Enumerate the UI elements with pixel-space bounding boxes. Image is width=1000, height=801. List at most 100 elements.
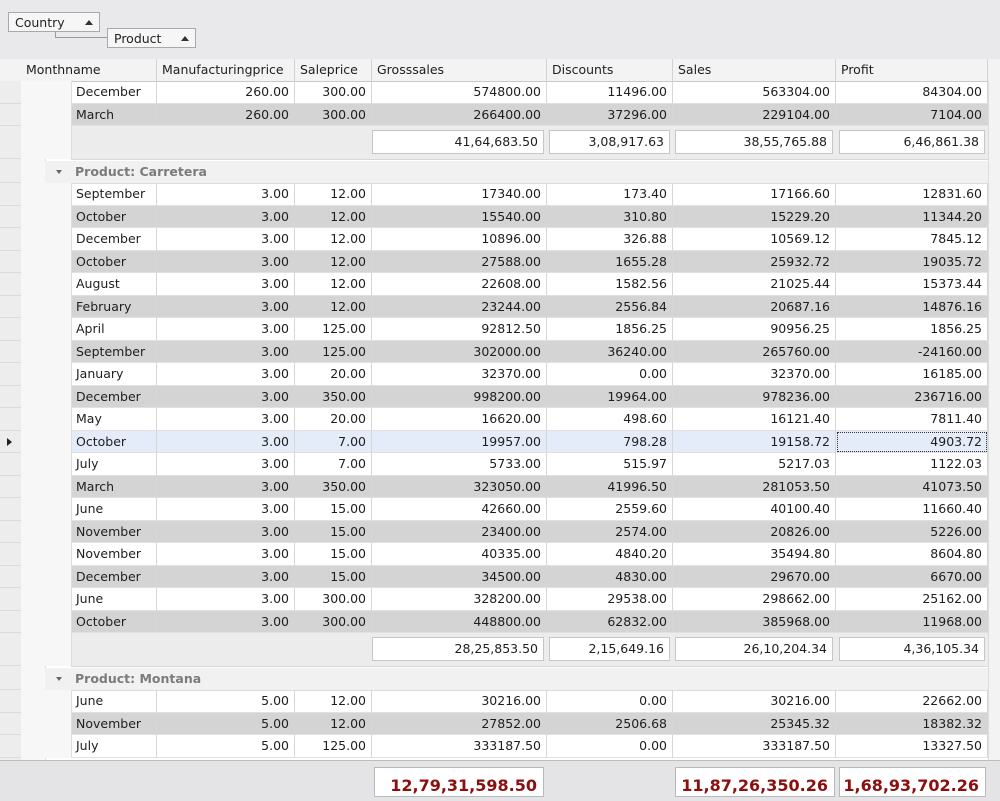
cell-monthname[interactable]: October [71,250,157,273]
cell-manufacturingprice[interactable]: 3.00 [157,565,295,588]
cell-sales[interactable]: 563304.00 [673,81,836,104]
row-indicator-cell[interactable] [0,611,21,633]
cell-grosssales[interactable]: 574800.00 [372,81,547,104]
cell-profit[interactable]: 41073.50 [836,475,988,498]
cell-sales[interactable]: 20826.00 [673,520,836,543]
row-indicator-cell[interactable] [0,690,21,713]
cell-grosssales[interactable]: 328200.00 [372,588,547,611]
cell-manufacturingprice[interactable]: 3.00 [157,228,295,251]
cell-profit[interactable]: 11968.00 [836,610,988,633]
cell-saleprice[interactable]: 15.00 [295,498,372,521]
table-row[interactable]: September 3.00 12.00 17340.00 173.40 17166.60… [71,183,988,206]
cell-sales[interactable]: 15229.20 [673,205,836,228]
cell-monthname[interactable]: May [71,408,157,431]
cell-discounts[interactable]: 2574.00 [547,520,673,543]
cell-manufacturingprice[interactable]: 3.00 [157,183,295,206]
cell-profit[interactable]: 236716.00 [836,385,988,408]
row-indicator-cell[interactable] [0,206,21,228]
cell-profit[interactable]: 1856.25 [836,318,988,341]
row-indicator-cell[interactable] [0,273,21,296]
cell-discounts[interactable]: 498.60 [547,408,673,431]
cell-grosssales[interactable]: 23244.00 [372,295,547,318]
cell-manufacturingprice[interactable]: 3.00 [157,475,295,498]
table-row[interactable]: October 3.00 300.00 448800.00 62832.00 385968… [71,610,988,633]
cell-saleprice[interactable]: 15.00 [295,543,372,566]
table-row[interactable]: November 3.00 15.00 40335.00 4840.20 35494.80… [71,543,988,566]
cell-manufacturingprice[interactable]: 3.00 [157,273,295,296]
cell-saleprice[interactable]: 12.00 [295,250,372,273]
cell-profit[interactable]: 7811.40 [836,408,988,431]
cell-discounts[interactable]: 2506.68 [547,712,673,735]
table-row[interactable]: August 3.00 12.00 22608.00 1582.56 21025.44 15… [71,273,988,296]
cell-discounts[interactable]: 37296.00 [547,103,673,126]
cell-profit[interactable]: 4903.72 [836,430,988,453]
cell-manufacturingprice[interactable]: 3.00 [157,295,295,318]
cell-sales[interactable]: 90956.25 [673,318,836,341]
table-row[interactable]: January 3.00 20.00 32370.00 0.00 32370.00 1618… [71,363,988,386]
cell-grosssales[interactable]: 27588.00 [372,250,547,273]
cell-monthname[interactable]: June [71,498,157,521]
cell-grosssales[interactable]: 92812.50 [372,318,547,341]
cell-profit[interactable]: 25162.00 [836,588,988,611]
cell-saleprice[interactable]: 300.00 [295,103,372,126]
row-indicator-cell[interactable] [0,566,21,588]
table-row[interactable]: March 260.00 300.00 266400.00 37296.00 229104… [71,103,988,126]
cell-discounts[interactable]: 62832.00 [547,610,673,633]
cell-saleprice[interactable]: 125.00 [295,735,372,758]
cell-monthname[interactable]: September [71,340,157,363]
cell-saleprice[interactable]: 15.00 [295,520,372,543]
column-header-saleprice[interactable]: Saleprice [295,59,372,81]
cell-sales[interactable]: 333187.50 [673,735,836,758]
cell-saleprice[interactable]: 125.00 [295,318,372,341]
row-indicator-cell[interactable] [0,126,21,159]
cell-saleprice[interactable]: 12.00 [295,295,372,318]
cell-discounts[interactable]: 0.00 [547,735,673,758]
cell-discounts[interactable]: 19964.00 [547,385,673,408]
cell-grosssales[interactable]: 23400.00 [372,520,547,543]
table-row[interactable]: June 5.00 12.00 30216.00 0.00 30216.00 22662.0… [71,690,988,713]
cell-profit[interactable]: 19035.72 [836,250,988,273]
row-indicator-cell[interactable] [0,713,21,735]
cell-saleprice[interactable]: 7.00 [295,430,372,453]
cell-manufacturingprice[interactable]: 260.00 [157,81,295,104]
table-row[interactable]: December 3.00 12.00 10896.00 326.88 10569.12 7… [71,228,988,251]
cell-manufacturingprice[interactable]: 3.00 [157,610,295,633]
collapse-arrow-icon[interactable] [56,170,62,174]
table-row[interactable]: February 3.00 12.00 23244.00 2556.84 20687.16… [71,295,988,318]
cell-grosssales[interactable]: 15540.00 [372,205,547,228]
cell-sales[interactable]: 385968.00 [673,610,836,633]
table-row[interactable]: June 3.00 300.00 328200.00 29538.00 298662.00… [71,588,988,611]
row-indicator-cell[interactable] [0,588,21,611]
table-row[interactable]: November 3.00 15.00 23400.00 2574.00 20826.00… [71,520,988,543]
column-header-grosssales[interactable]: Grosssales [372,59,547,81]
cell-monthname[interactable]: July [71,735,157,758]
cell-saleprice[interactable]: 300.00 [295,588,372,611]
cell-discounts[interactable]: 11496.00 [547,81,673,104]
table-row[interactable]: June 3.00 15.00 42660.00 2559.60 40100.40 1166… [71,498,988,521]
cell-monthname[interactable]: November [71,712,157,735]
table-row[interactable]: December 3.00 350.00 998200.00 19964.00 97823… [71,385,988,408]
row-indicator-cell[interactable] [0,668,21,690]
cell-manufacturingprice[interactable]: 3.00 [157,408,295,431]
cell-sales[interactable]: 32370.00 [673,363,836,386]
row-indicator-cell[interactable] [0,633,21,666]
row-indicator-cell[interactable] [0,341,21,363]
cell-sales[interactable]: 17166.60 [673,183,836,206]
group-by-panel[interactable]: Country Product [0,0,1000,59]
column-header-profit[interactable]: Profit [836,59,988,81]
row-indicator-cell[interactable] [0,498,21,521]
table-row[interactable]: May 3.00 20.00 16620.00 498.60 16121.40 7811.4… [71,408,988,431]
column-header-sales[interactable]: Sales [673,59,836,81]
cell-profit[interactable]: 8604.80 [836,543,988,566]
table-row[interactable]: October 3.00 7.00 19957.00 798.28 19158.72 490… [71,430,988,453]
cell-manufacturingprice[interactable]: 3.00 [157,205,295,228]
cell-saleprice[interactable]: 300.00 [295,81,372,104]
cell-sales[interactable]: 229104.00 [673,103,836,126]
cell-profit[interactable]: 84304.00 [836,81,988,104]
cell-profit[interactable]: 1122.03 [836,453,988,476]
cell-grosssales[interactable]: 266400.00 [372,103,547,126]
cell-sales[interactable]: 40100.40 [673,498,836,521]
cell-sales[interactable]: 5217.03 [673,453,836,476]
cell-manufacturingprice[interactable]: 3.00 [157,498,295,521]
cell-profit[interactable]: 6670.00 [836,565,988,588]
